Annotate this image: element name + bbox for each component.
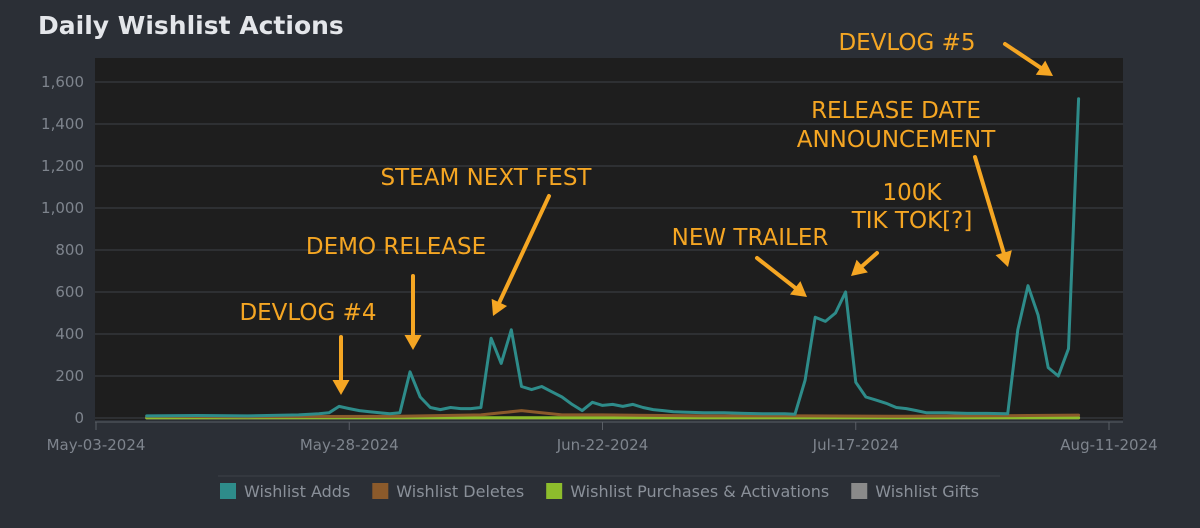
y-tick-label: 0 (74, 409, 84, 427)
annotation-arrow-head (1035, 60, 1053, 76)
legend-label: Wishlist Deletes (396, 482, 524, 501)
annotation-arrow-shaft (860, 251, 879, 269)
legend-label: Wishlist Gifts (875, 482, 979, 501)
annotation-arrow-head (404, 335, 422, 350)
legend-swatch (220, 483, 236, 499)
annotation-label: STEAM NEXT FEST (381, 165, 593, 191)
annotation-arrow-head (789, 281, 807, 297)
annotation-line: NEW TRAILER (672, 225, 829, 251)
y-tick-label: 1,600 (41, 73, 84, 91)
annotation-label: RELEASE DATE ANNOUNCEMENT (797, 98, 996, 153)
annotation-arrow-shaft (973, 155, 1006, 255)
annotation-line: 100K (883, 180, 943, 206)
axes: 0 200 400 600 800 1,000 1,200 1,400 1,600 May-03-… (41, 73, 1158, 454)
y-tick-label: 200 (55, 367, 84, 385)
annotation-arrow-shaft (1003, 42, 1043, 70)
legend[interactable]: Wishlist Adds Wishlist Deletes Wishlist Pu… (218, 475, 1000, 501)
legend-item[interactable]: Wishlist Deletes (372, 482, 524, 501)
x-tick-label: Jun-22-2024 (556, 436, 649, 454)
annotation-line: DEVLOG #5 (838, 30, 975, 56)
y-tick-label: 1,200 (41, 157, 84, 175)
annotation-line: STEAM NEXT FEST (381, 165, 593, 191)
annotation-label: DEVLOG #5 (838, 30, 975, 56)
annotation-label: 100K TIK TOK[?] (851, 180, 973, 234)
annotations: DEVLOG #4 DEMO RELEASE STEAM NEXT FEST NEW … (239, 30, 1053, 395)
legend-swatch (851, 483, 868, 499)
annotation-line: ANNOUNCEMENT (797, 127, 996, 153)
legend-label: Wishlist Adds (244, 482, 350, 501)
legend-item[interactable]: Wishlist Gifts (851, 482, 979, 501)
annotation-arrow-head (995, 250, 1012, 267)
y-tick-label: 1,400 (41, 115, 84, 133)
series-lines (145, 97, 1081, 420)
legend-item[interactable]: Wishlist Purchases & Activations (546, 482, 829, 501)
legend-label: Wishlist Purchases & Activations (570, 482, 829, 501)
x-tick-label: May-28-2024 (300, 436, 399, 454)
legend-item[interactable]: Wishlist Adds (220, 482, 350, 501)
y-tick-label: 800 (55, 241, 84, 259)
x-tick-label: Jul-17-2024 (812, 436, 899, 454)
annotation-line: TIK TOK[?] (851, 208, 973, 234)
x-tick-label: May-03-2024 (47, 436, 146, 454)
annotation-label: DEVLOG #4 (239, 300, 376, 326)
plot-area (95, 58, 1123, 420)
annotation-line: DEMO RELEASE (306, 234, 486, 260)
annotation-line: DEVLOG #4 (239, 300, 376, 326)
annotation-label: DEMO RELEASE (306, 234, 486, 260)
annotation-arrow-shaft (497, 194, 551, 305)
annotation-line: RELEASE DATE (811, 98, 981, 124)
y-tick-label: 1,000 (41, 199, 84, 217)
y-tick-label: 400 (55, 325, 84, 343)
chart-title: Daily Wishlist Actions (38, 11, 344, 40)
annotation-arrow-shaft (755, 256, 798, 290)
annotation-arrow-head (332, 380, 350, 395)
annotation-arrow-head (851, 259, 868, 276)
legend-swatch (546, 483, 563, 499)
annotation-arrow-head (491, 298, 508, 316)
series-line-wishlist-adds (145, 97, 1081, 418)
y-tick-label: 600 (55, 283, 84, 301)
legend-swatch (372, 483, 389, 499)
series-line-wishlist-deletes (145, 409, 1081, 419)
x-tick-label: Aug-11-2024 (1060, 436, 1157, 454)
annotation-label: NEW TRAILER (672, 225, 829, 251)
